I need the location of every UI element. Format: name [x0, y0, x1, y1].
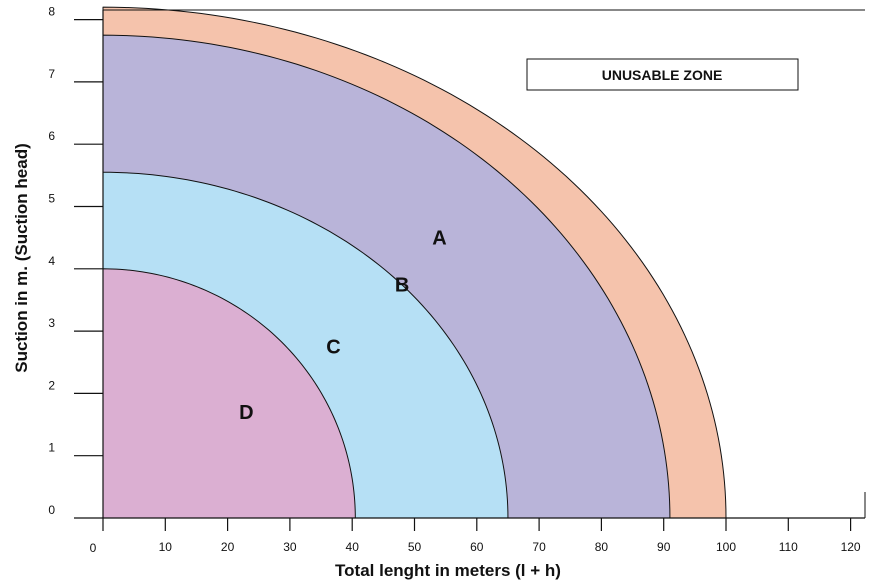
- y-tick-label: 1: [48, 441, 55, 455]
- x-axis-title: Total lenght in meters (l + h): [335, 561, 561, 580]
- x-tick-label: 80: [595, 540, 609, 554]
- zone-label-c: C: [326, 337, 340, 359]
- x-tick-label: 50: [408, 540, 422, 554]
- y-tick-label: 2: [48, 378, 55, 392]
- y-tick-label: 6: [48, 129, 55, 143]
- x-tick-label: 70: [532, 540, 546, 554]
- zone-labels: A B C D: [239, 228, 447, 424]
- x-tick-label: 110: [779, 540, 798, 554]
- y-tick-label: 5: [48, 192, 55, 206]
- legend-box-border: [526, 58, 799, 91]
- y-axis-title: Suction in m. (Suction head): [12, 143, 31, 373]
- y-tick-label: 8: [48, 5, 55, 19]
- zones-layer: [102, 6, 727, 519]
- x-tick-label: 10: [159, 540, 173, 554]
- x-tick-label: 30: [283, 540, 297, 554]
- zone-label-d: D: [239, 402, 253, 424]
- x-tick-label: 100: [716, 540, 736, 554]
- y-tick-label: 0: [48, 503, 55, 517]
- x-tick-label: 120: [841, 540, 861, 554]
- x-tick-label: 20: [221, 540, 235, 554]
- y-tick-label: 3: [48, 316, 55, 330]
- x-origin-label: 0: [90, 541, 97, 555]
- x-tick-label: 60: [470, 540, 484, 554]
- y-tick-label: 4: [48, 254, 55, 268]
- y-tick-label: 7: [48, 67, 55, 81]
- axis-ticks: 10 20 30 40 50 60 70 80 90 100 110 120 0 1 2 3 4 5 6 7 8: [48, 5, 861, 554]
- x-tick-label: 40: [346, 540, 360, 554]
- zone-label-b: B: [395, 274, 409, 296]
- zone-label-a: A: [432, 228, 446, 250]
- zone-d-area: [102, 268, 356, 519]
- plot-frame: [102, 9, 866, 519]
- x-tick-label: 90: [657, 540, 671, 554]
- legend-box: UNUSABLE ZONE: [526, 58, 799, 91]
- legend-box-text: UNUSABLE ZONE: [602, 67, 723, 83]
